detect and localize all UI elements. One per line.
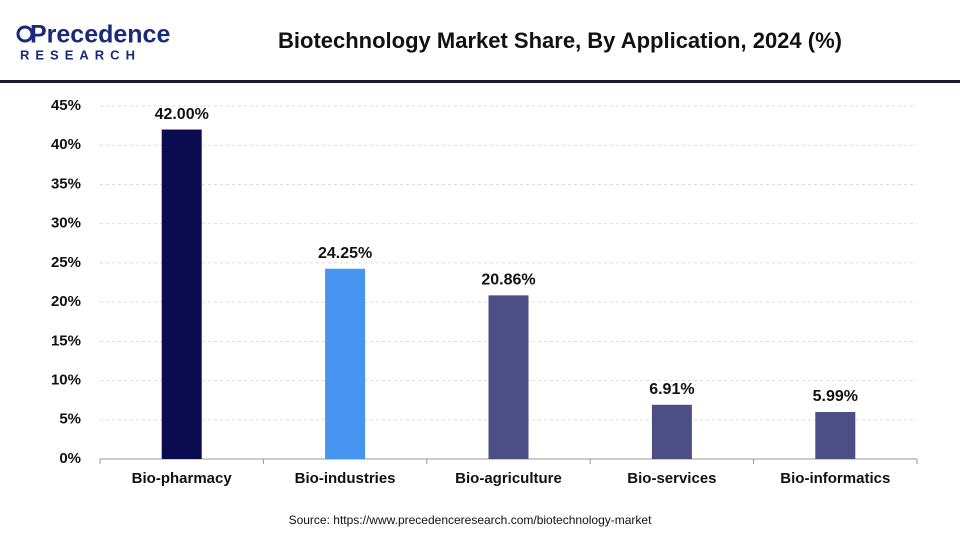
y-tick-label: 15%	[51, 332, 81, 349]
x-tick-label: Bio-informatics	[780, 470, 890, 487]
x-tick-label: Bio-industries	[295, 470, 396, 487]
y-tick-label: 35%	[51, 175, 81, 192]
bar	[325, 268, 366, 459]
y-tick-label: 0%	[59, 450, 81, 467]
y-tick-label: 40%	[51, 136, 81, 153]
header-rule	[0, 80, 960, 83]
x-tick-label: Bio-services	[627, 470, 716, 487]
bar	[651, 404, 692, 459]
value-label: 6.91%	[649, 381, 694, 398]
value-label: 42.00%	[155, 106, 209, 123]
x-tick-label: Bio-pharmacy	[132, 470, 233, 487]
logo-sub: RESEARCH	[20, 47, 141, 62]
x-tick-label: Bio-agriculture	[455, 470, 562, 487]
logo: Precedence RESEARCH	[16, 21, 170, 62]
y-tick-label: 5%	[59, 411, 81, 428]
logo-icon	[16, 25, 34, 43]
y-tick-label: 25%	[51, 254, 81, 271]
logo-name: Precedence	[30, 21, 170, 49]
source: Source: https://www.precedenceresearch.c…	[289, 513, 653, 527]
value-label: 24.25%	[318, 245, 372, 262]
y-tick-label: 45%	[51, 97, 81, 114]
value-label: 20.86%	[481, 272, 535, 289]
y-tick-label: 30%	[51, 215, 81, 232]
bar	[161, 129, 202, 460]
value-label: 5.99%	[813, 388, 858, 405]
bar	[488, 295, 529, 459]
y-tick-label: 10%	[51, 372, 81, 389]
y-tick-label: 20%	[51, 293, 81, 310]
bar	[815, 412, 856, 459]
chart-title: Biotechnology Market Share, By Applicati…	[278, 28, 842, 53]
